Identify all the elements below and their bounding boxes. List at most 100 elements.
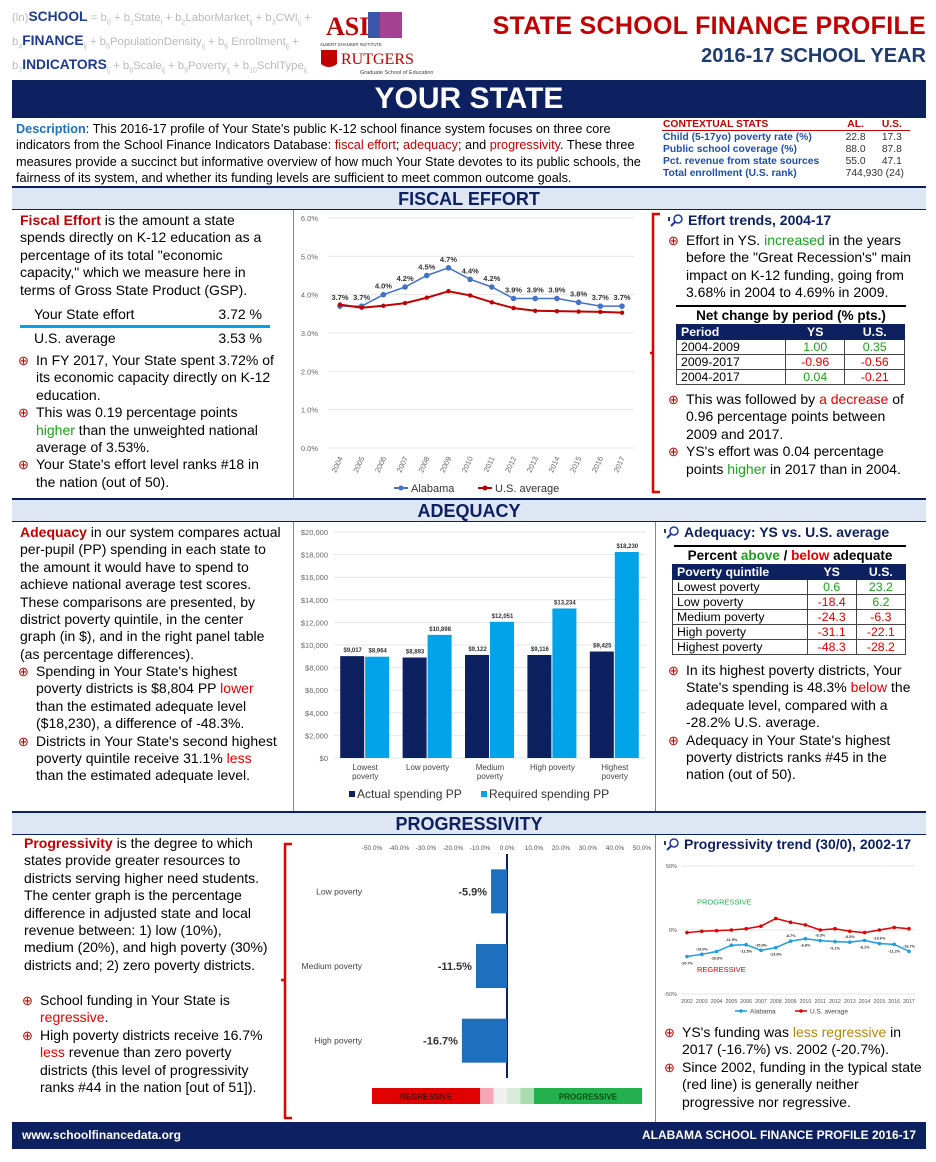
data-point — [862, 938, 867, 943]
x-tick-label: 2007 — [395, 455, 410, 474]
y-tick-label: 5.0% — [301, 252, 318, 261]
bullet-icon: ⊕ — [668, 663, 679, 678]
x-tick-label: 2008 — [770, 999, 782, 1005]
table-cell: 2004-2009 — [676, 339, 786, 355]
scale-neutral — [507, 1088, 521, 1104]
net-change-table: Period YS U.S. 2004-2009 1.00 0.35 2009-20… — [676, 324, 905, 385]
data-point — [533, 308, 538, 313]
bullet-text: High poverty districts receive 16.7% les… — [40, 1027, 278, 1097]
data-point — [467, 293, 473, 298]
table-header: YS — [806, 564, 857, 580]
formula-term: ij — [106, 66, 110, 74]
formula-term: + b — [164, 59, 185, 72]
asi-rutgers-logo: ASI ALBERT SHANKER INSTITUTE RUTGERS Gra… — [320, 12, 433, 76]
y-tick-label: $12,000 — [301, 618, 328, 627]
bullet-icon: ⊕ — [22, 993, 33, 1008]
data-label: $9,425 — [593, 643, 612, 649]
formula-term: (ln) — [12, 12, 29, 24]
effort-trends-bullets: ⊕ This was followed by a decrease of 0.96… — [668, 391, 918, 478]
bullet-item: ⊕ In FY 2017, Your State spent 3.72% of i… — [18, 352, 276, 404]
bar-progressivity — [475, 944, 507, 988]
table-cell: Highest poverty — [672, 639, 808, 655]
bar-actual — [340, 656, 365, 758]
bullet-text-part: in the years before the "Great Recession… — [686, 232, 912, 301]
series-line — [686, 937, 910, 958]
bullet-text-part: Effort in YS. — [686, 232, 765, 248]
bullet-highlight: less regressive — [792, 1024, 887, 1040]
table-cell: 1.00 — [784, 339, 846, 355]
formula-keyword: INDICATORS — [22, 56, 107, 72]
data-point — [729, 943, 734, 948]
your-state-effort-value: 3.72 % — [218, 306, 262, 322]
y-tick-label: 3.0% — [301, 329, 318, 338]
data-point — [907, 949, 911, 954]
ctx-value: 47.1 — [881, 155, 902, 167]
effort-trend-chart: 0.0% 1.0% 2.0% 3.0% 4.0% 5.0% 6.0% 2004 2005 2006… — [301, 214, 634, 495]
x-tick-label: 2012 — [503, 455, 518, 474]
data-point — [818, 928, 822, 932]
bullet-text: YS's funding was less regressive in 2017… — [682, 1024, 922, 1059]
data-point — [423, 272, 430, 279]
scale-neutral — [493, 1088, 507, 1104]
data-label: -8.3% — [815, 934, 826, 938]
title-below: below — [791, 548, 830, 563]
x-tick-label: Low poverty — [406, 763, 449, 772]
data-point — [744, 926, 748, 931]
net-change-title: Net change by period (% pts.) — [676, 305, 906, 324]
y-tick-label: 6.0% — [301, 214, 318, 223]
bullet-text-part: This was 0.19 percentage points — [36, 404, 238, 421]
formula-keyword: FINANCE — [22, 32, 84, 48]
table-cell: -0.21 — [844, 369, 905, 385]
data-point — [877, 928, 882, 932]
data-point — [685, 954, 689, 959]
column-divider — [655, 833, 656, 1123]
formula-term: PopulationDensity — [109, 35, 202, 48]
footer-website-link[interactable]: www.schoolfinancedata.org — [22, 1128, 181, 1142]
scale-slight-regressive — [480, 1088, 494, 1104]
data-point — [685, 930, 689, 935]
legend-label: Actual spending PP — [357, 787, 462, 801]
x-tick-label: Medium — [476, 763, 505, 772]
data-label: 4.5% — [418, 263, 435, 272]
bar-required — [365, 656, 390, 758]
section-bar-adequacy: ADEQUACY — [12, 498, 926, 522]
data-label: -11.5% — [740, 950, 752, 954]
formula-term: 3 — [271, 19, 276, 27]
bullet-icon: ⊕ — [18, 733, 29, 749]
data-point — [833, 939, 837, 944]
column-divider — [293, 522, 294, 812]
data-label: $12,051 — [492, 614, 514, 620]
table-cell: 2009-2017 — [676, 354, 786, 370]
x-tick-label: poverty — [477, 772, 503, 781]
table-header: YS — [784, 324, 846, 340]
bar-required — [427, 634, 452, 758]
bullet-item: ⊕ YS's funding was less regressive in 201… — [664, 1024, 922, 1059]
formula-term: ij — [285, 43, 289, 51]
y-tick-label: 50% — [666, 864, 677, 870]
formula-term: 5 — [106, 43, 110, 51]
data-label: 3.7% — [592, 293, 609, 302]
y-tick-label: Medium poverty — [302, 961, 363, 971]
ctx-row: Public school coverage (%) 88.0 87.8 — [662, 143, 910, 155]
adequacy-intro: Adequacy in our system compares actual p… — [20, 524, 282, 663]
bullet-text: In FY 2017, Your State spent 3.72% of it… — [36, 352, 274, 403]
scale-progressive — [534, 1088, 642, 1104]
formula-term: ij — [249, 19, 253, 27]
progressivity-panel: Progressivity trend (30/0), 2002-17 — [664, 836, 926, 852]
panel-title: Progressivity trend (30/0), 2002-17 — [684, 836, 912, 852]
bullet-text: Districts in Your State's second highest… — [36, 733, 282, 785]
legend-label: Required spending PP — [489, 787, 609, 801]
bullet-text-part: than the estimated adequate level. — [36, 767, 251, 784]
data-label: -8.1% — [860, 945, 871, 949]
description-progressivity: progressivity — [489, 138, 561, 153]
data-point — [489, 284, 495, 290]
title-part: Percent — [687, 548, 741, 563]
data-label: -8.7% — [786, 934, 797, 938]
ctx-label: Pct. revenue from state sources — [663, 155, 820, 167]
bullet-item: ⊕ High poverty districts receive 16.7% le… — [22, 1027, 278, 1097]
table-cell: -22.1 — [855, 624, 907, 640]
data-label: -16.7% — [423, 1036, 458, 1048]
legend-marker — [398, 485, 404, 491]
table-cell: -0.56 — [844, 354, 905, 370]
bullet-icon: ⊕ — [18, 664, 29, 679]
